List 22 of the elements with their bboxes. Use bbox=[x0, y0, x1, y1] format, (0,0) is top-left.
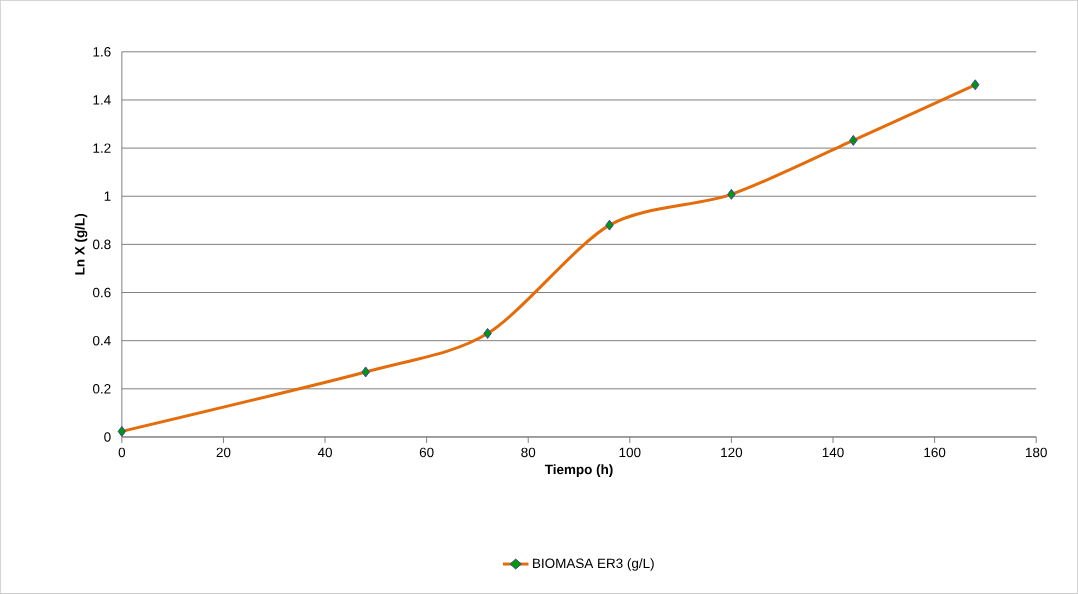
x-tick-label: 140 bbox=[822, 447, 844, 458]
x-tick-label: 180 bbox=[1026, 447, 1047, 458]
x-tick-label: 20 bbox=[216, 447, 231, 458]
x-axis-title: Tiempo (h) bbox=[544, 464, 613, 477]
x-tick-label: 0 bbox=[118, 447, 126, 458]
y-tick-label: 0.4 bbox=[92, 336, 111, 346]
y-tick-label: 0.8 bbox=[92, 239, 111, 250]
x-tick-label: 60 bbox=[419, 447, 434, 458]
y-tick-label: 1.6 bbox=[93, 47, 111, 57]
y-tick-label: 0.2 bbox=[92, 384, 111, 394]
x-tick-label: 40 bbox=[317, 447, 332, 458]
y-axis-title: Ln X (g/L) bbox=[74, 214, 88, 275]
x-tick-label: 100 bbox=[619, 447, 641, 458]
y-tick-label: 0.6 bbox=[92, 287, 111, 298]
x-tick-label: 120 bbox=[721, 447, 743, 458]
legend-label: BIOMASA ER3 (g/L) bbox=[533, 558, 654, 571]
y-tick-label: 1.2 bbox=[93, 143, 111, 153]
y-tick-label: 1.4 bbox=[93, 95, 111, 105]
y-tick-label: 1 bbox=[104, 191, 111, 201]
y-tick-label: 0 bbox=[104, 432, 111, 442]
x-tick-label: 160 bbox=[924, 447, 946, 458]
x-tick-label: 80 bbox=[521, 447, 536, 458]
